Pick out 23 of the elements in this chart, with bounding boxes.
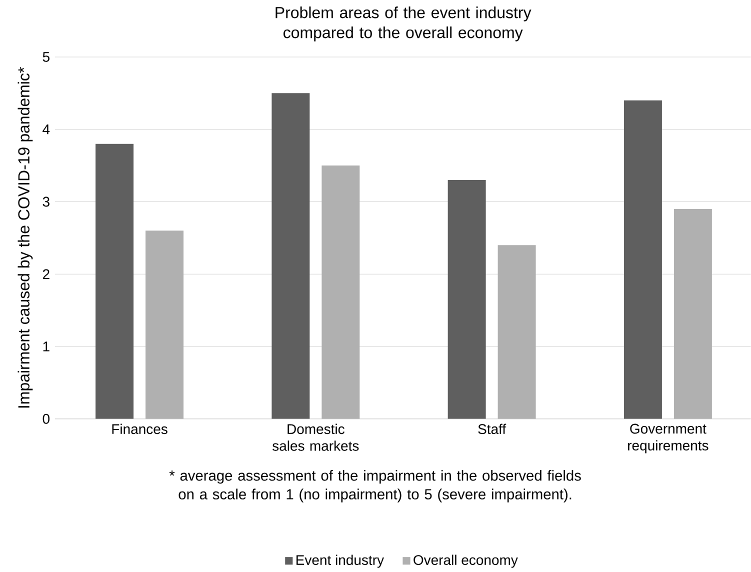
bar	[272, 93, 310, 419]
y-tick-label: 5	[42, 52, 50, 62]
bar	[498, 245, 536, 419]
x-tick-label: Domestic sales markets	[272, 424, 359, 451]
bar	[674, 208, 712, 419]
bar	[146, 230, 184, 419]
y-tick-label: 1	[43, 342, 50, 352]
legend-label: Event industry	[296, 554, 384, 568]
bar	[322, 165, 360, 419]
y-tick-label: 3	[42, 196, 50, 207]
bar	[624, 100, 662, 419]
text: * average assessment of the impairment in the observed fields on a scale from 1 (no impairment) to 5 (severe impairment).	[169, 470, 581, 502]
chart-title: Problem areas of the event industry compared to the overall economy	[276, 6, 532, 42]
y-axis-title: Impairment caused by the COVID-19 pandemic*	[18, 66, 33, 408]
bar	[448, 180, 486, 419]
y-tick-label: 0	[42, 414, 50, 424]
y-tick-label: 4	[42, 124, 50, 134]
x-tick-label: Staff	[478, 424, 506, 434]
x-tick-label: Government requirements	[628, 424, 708, 454]
y-tick-label: 2	[42, 269, 50, 279]
legend-label: Overall economy	[414, 554, 518, 568]
bar	[96, 144, 134, 419]
x-tick-label: Finances	[112, 424, 168, 434]
